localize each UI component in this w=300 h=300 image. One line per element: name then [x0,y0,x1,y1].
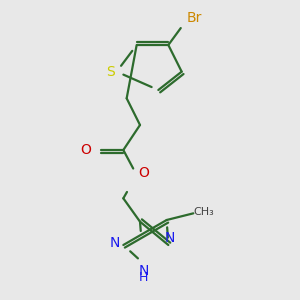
Text: O: O [81,143,92,157]
Text: CH₃: CH₃ [193,207,214,217]
Text: N: N [165,231,175,245]
Text: H: H [139,271,148,284]
Text: N: N [138,264,148,278]
Text: Br: Br [186,11,202,25]
Text: S: S [106,65,115,79]
Text: O: O [139,166,149,180]
Text: N: N [110,236,120,250]
